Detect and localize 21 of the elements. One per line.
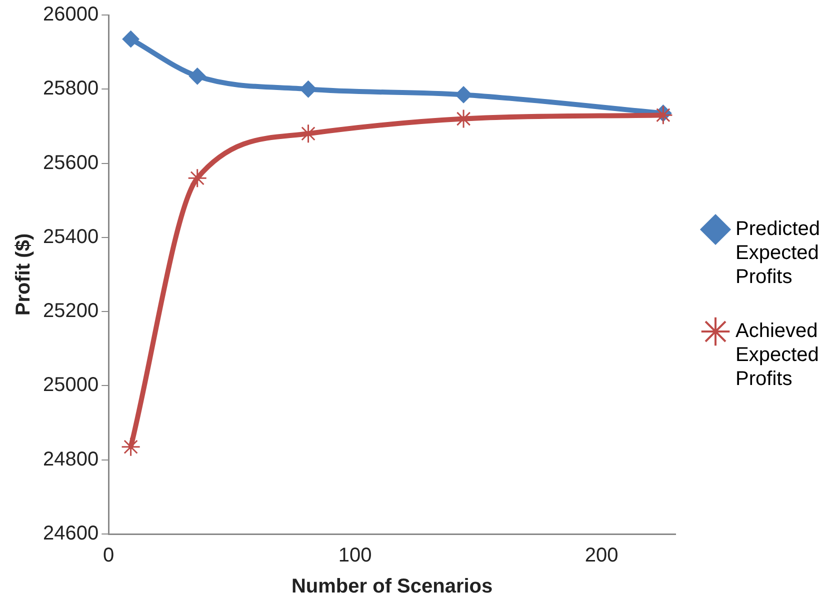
legend-label: Achieved Expected Profits xyxy=(736,320,819,390)
point xyxy=(300,80,317,98)
x-tick-label: 100 xyxy=(338,544,372,567)
y-tick-label: 24800 xyxy=(42,448,99,470)
point xyxy=(188,168,208,188)
y-tick-label: 25400 xyxy=(42,226,99,248)
point xyxy=(455,86,472,104)
legend-label: Predicted Expected Profits xyxy=(736,218,820,288)
y-tick-label: 24600 xyxy=(42,522,99,545)
point xyxy=(121,437,141,457)
x-tick-label: 200 xyxy=(584,544,618,567)
point xyxy=(122,30,140,48)
y-tick-label: 25600 xyxy=(42,152,99,174)
y-tick-label: 25200 xyxy=(42,300,99,322)
y-tick-label: 26000 xyxy=(42,4,99,26)
y-axis-title: Profit ($) xyxy=(12,233,35,316)
x-axis-title: Number of Scenarios xyxy=(291,576,493,598)
x-tick-label: 0 xyxy=(103,544,114,567)
y-tick-label: 25800 xyxy=(42,78,99,100)
y-tick-label: 25000 xyxy=(42,374,99,396)
point xyxy=(188,68,206,85)
